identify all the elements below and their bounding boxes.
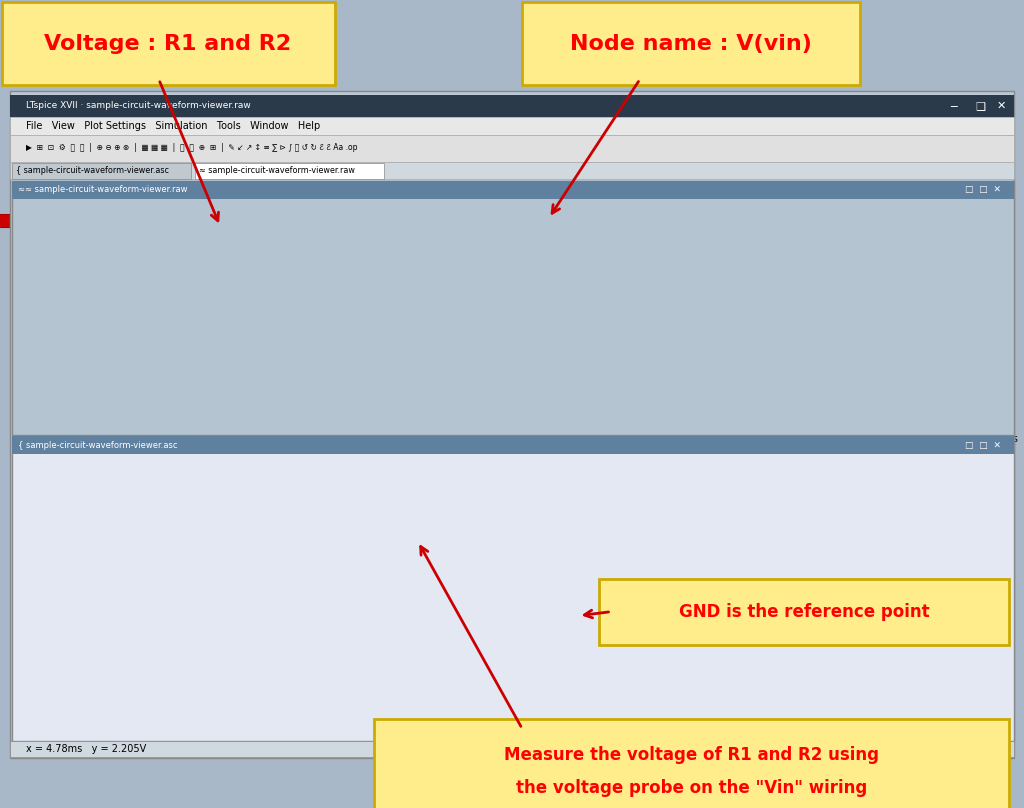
Text: OUTPUT: OUTPUT bbox=[626, 535, 674, 545]
Text: □  □  ✕: □ □ ✕ bbox=[965, 440, 1000, 450]
Text: V(vin): V(vin) bbox=[519, 214, 557, 224]
FancyBboxPatch shape bbox=[374, 719, 1009, 808]
FancyBboxPatch shape bbox=[522, 2, 860, 85]
Text: SINE(0 2 500): SINE(0 2 500) bbox=[404, 578, 481, 587]
Text: ✕: ✕ bbox=[996, 101, 1006, 111]
Text: +: + bbox=[386, 561, 396, 574]
Text: □  □  ✕: □ □ ✕ bbox=[965, 185, 1000, 195]
Text: Measure the voltage of R1 and R2 using: Measure the voltage of R1 and R2 using bbox=[504, 747, 879, 764]
Text: LTspice XVII · sample-circuit-waveform-viewer.raw: LTspice XVII · sample-circuit-waveform-v… bbox=[26, 101, 250, 111]
Text: 50: 50 bbox=[635, 559, 649, 572]
Text: Voltage : R1 and R2: Voltage : R1 and R2 bbox=[44, 34, 292, 53]
FancyBboxPatch shape bbox=[2, 2, 335, 85]
Polygon shape bbox=[366, 612, 421, 623]
Text: R2: R2 bbox=[635, 549, 652, 562]
Text: .tran 10m: .tran 10m bbox=[356, 625, 411, 635]
FancyBboxPatch shape bbox=[481, 205, 595, 234]
Text: ▶  ⊞  ⊡  ⚙  ✀  ✋  |  ⊕ ⊖ ⊕ ⊗  |  ▦ ▦ ▦  |  ✀  ⧉  ⊕  ⊞  |  ✎ ↙ ↗ ↕ ≡ ∑ ⊳ ∫ ⌛ ↺ ↻ : ▶ ⊞ ⊡ ⚙ ✀ ✋ | ⊕ ⊖ ⊕ ⊗ | ▦ ▦ ▦ | ✀ ⧉ ⊕ ⊞ … bbox=[26, 143, 357, 153]
Polygon shape bbox=[574, 583, 631, 595]
Text: Vin: Vin bbox=[400, 519, 423, 532]
Text: 50: 50 bbox=[501, 549, 515, 562]
Text: ≈ sample-circuit-waveform-viewer.raw: ≈ sample-circuit-waveform-viewer.raw bbox=[199, 166, 354, 175]
Text: GND is the reference point: GND is the reference point bbox=[679, 603, 929, 621]
Text: R1: R1 bbox=[500, 518, 517, 531]
Text: { sample-circuit-waveform-viewer.asc: { sample-circuit-waveform-viewer.asc bbox=[18, 440, 178, 450]
Text: File   View   Plot Settings   Simulation   Tools   Window   Help: File View Plot Settings Simulation Tools… bbox=[26, 121, 319, 131]
Text: V1: V1 bbox=[295, 566, 312, 579]
FancyBboxPatch shape bbox=[0, 213, 57, 227]
Text: ─: ─ bbox=[950, 101, 957, 111]
Text: Node name : V(vin): Node name : V(vin) bbox=[570, 34, 812, 53]
Text: ❑: ❑ bbox=[975, 101, 985, 111]
Text: x = 4.78ms   y = 2.205V: x = 4.78ms y = 2.205V bbox=[26, 744, 145, 754]
Text: the voltage probe on the "Vin" wiring: the voltage probe on the "Vin" wiring bbox=[515, 779, 867, 797]
FancyBboxPatch shape bbox=[599, 579, 1009, 645]
FancyBboxPatch shape bbox=[607, 534, 692, 545]
Text: ≈≈ sample-circuit-waveform-viewer.raw: ≈≈ sample-circuit-waveform-viewer.raw bbox=[18, 185, 188, 195]
Text: −: − bbox=[384, 574, 398, 592]
Text: { sample-circuit-waveform-viewer.asc: { sample-circuit-waveform-viewer.asc bbox=[16, 166, 169, 175]
Text: 2.0V: 2.0V bbox=[14, 215, 37, 225]
